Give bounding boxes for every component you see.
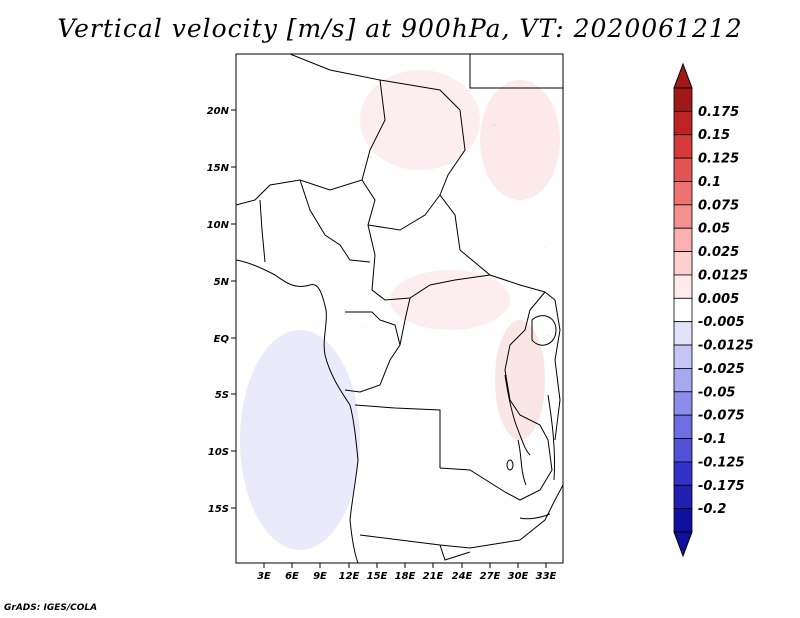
colorbar-swatch bbox=[673, 368, 693, 393]
colorbar-swatches bbox=[673, 62, 693, 558]
map-title: Vertical velocity [m/s] at 900hPa, VT: 2… bbox=[57, 14, 743, 43]
colorbar-label: -0.0125 bbox=[698, 339, 754, 354]
colorbar-swatch bbox=[673, 391, 693, 416]
lat-label-20n: 20N bbox=[207, 106, 230, 117]
colorbar-label: 0.15 bbox=[698, 128, 730, 143]
lon-label-33e: 33E bbox=[536, 571, 557, 582]
lon-label-12e: 12E bbox=[339, 571, 360, 582]
colorbar-label: -0.125 bbox=[698, 455, 745, 470]
country-borders bbox=[236, 54, 563, 563]
colorbar-swatch bbox=[673, 274, 693, 299]
colorbar-swatch bbox=[673, 181, 693, 206]
colorbar-swatch bbox=[673, 321, 693, 346]
longitude-axis: 3E 6E 9E 12E 15E 18E 21E 24E 27E 30E 33E bbox=[257, 563, 557, 582]
lon-label-30e: 30E bbox=[508, 571, 529, 582]
colorbar-label: -0.075 bbox=[698, 409, 745, 424]
colorbar-label: 0.125 bbox=[698, 152, 739, 167]
colorbar-label: -0.175 bbox=[698, 479, 745, 494]
colorbar-label: 0.1 bbox=[698, 175, 721, 190]
colorbar-swatch bbox=[673, 484, 693, 510]
colorbar-swatch bbox=[673, 110, 693, 136]
lon-label-15e: 15E bbox=[367, 571, 388, 582]
lon-label-21e: 21E bbox=[423, 571, 444, 582]
plot-frame bbox=[235, 53, 564, 564]
colorbar-label: 0.175 bbox=[698, 105, 739, 120]
lat-label-15n: 15N bbox=[207, 163, 230, 174]
colorbar-swatch bbox=[673, 438, 693, 463]
colorbar-swatch bbox=[673, 344, 693, 369]
colorbar-swatch bbox=[673, 414, 693, 439]
colorbar-bottom-arrow bbox=[673, 531, 693, 558]
colorbar-label: -0.005 bbox=[698, 315, 745, 330]
colorbar-label: -0.05 bbox=[698, 385, 735, 400]
colorbar-label: 0.075 bbox=[698, 198, 739, 213]
colorbar-label: -0.1 bbox=[698, 432, 726, 447]
lat-label-10s: 10S bbox=[208, 447, 229, 458]
colorbar-labels: 0.175 0.15 0.125 0.1 0.075 0.05 0.025 0.0125 0.0… bbox=[698, 105, 754, 517]
colorbar-label: 0.025 bbox=[698, 245, 739, 260]
grads-credit: GrADS: IGES/COLA bbox=[4, 603, 98, 613]
colorbar-label: 0.005 bbox=[698, 292, 739, 307]
lon-label-9e: 9E bbox=[313, 571, 327, 582]
colorbar-label: -0.2 bbox=[698, 502, 726, 517]
lat-label-10n: 10N bbox=[207, 220, 230, 231]
lon-label-3e: 3E bbox=[257, 571, 271, 582]
colorbar-swatch bbox=[673, 251, 693, 276]
colorbar-swatch bbox=[673, 157, 693, 182]
lat-label-5n: 5N bbox=[214, 277, 230, 288]
latitude-axis: 20N 15N 10N 5N EQ 5S 10S 15S bbox=[207, 106, 236, 515]
colorbar-label: 0.0125 bbox=[698, 268, 748, 283]
colorbar-swatch bbox=[673, 508, 693, 533]
colorbar-swatch bbox=[673, 87, 693, 112]
colorbar-swatch bbox=[673, 227, 693, 252]
lat-label-15s: 15S bbox=[208, 504, 229, 515]
colorbar-swatch bbox=[673, 204, 693, 229]
colorbar-label: -0.025 bbox=[698, 362, 745, 377]
velocity-field bbox=[236, 54, 563, 563]
colorbar-top-arrow bbox=[673, 62, 693, 89]
lon-label-24e: 24E bbox=[452, 571, 473, 582]
lat-label-5s: 5S bbox=[215, 390, 229, 401]
colorbar-swatch bbox=[673, 461, 693, 486]
lat-label-eq: EQ bbox=[214, 334, 230, 345]
colorbar-label: 0.05 bbox=[698, 222, 730, 237]
colorbar-swatch bbox=[673, 297, 693, 323]
colorbar-swatch bbox=[673, 134, 693, 159]
lon-label-18e: 18E bbox=[395, 571, 416, 582]
lon-label-6e: 6E bbox=[285, 571, 299, 582]
lon-label-27e: 27E bbox=[480, 571, 501, 582]
